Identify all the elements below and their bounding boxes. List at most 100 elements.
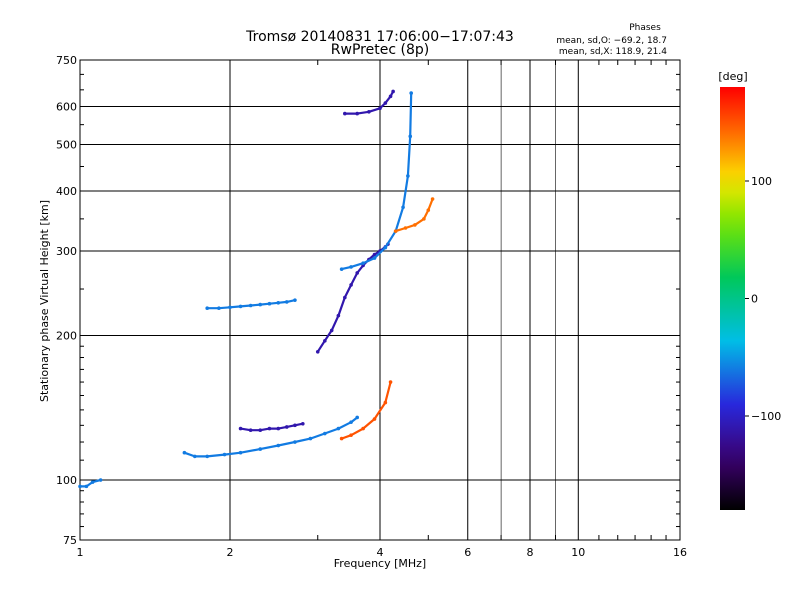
trace-point	[388, 94, 393, 99]
trace-point	[258, 428, 263, 433]
trace-point	[205, 454, 209, 459]
trace-point	[293, 298, 297, 302]
trace-point	[182, 450, 187, 455]
y-tick-label: 400	[56, 185, 77, 198]
trace-point	[361, 261, 365, 265]
trace-point	[222, 452, 227, 457]
trace-point	[422, 217, 426, 221]
trace-point	[391, 89, 395, 94]
trace-point	[408, 134, 413, 139]
trace-point	[248, 303, 253, 308]
trace-point	[238, 426, 243, 431]
trace-point	[355, 111, 359, 116]
x-tick-label: 10	[571, 546, 585, 559]
trace-point	[98, 478, 103, 482]
trace-point	[355, 415, 359, 420]
trace-point	[383, 245, 388, 250]
trace-point	[349, 420, 353, 424]
trace-point	[343, 295, 347, 300]
trace-point	[403, 226, 408, 230]
y-tick-label: 750	[56, 54, 77, 67]
trace-point	[372, 417, 377, 421]
x-tick-label: 4	[377, 546, 384, 559]
x-tick-label: 2	[227, 546, 234, 559]
stats-line-x: mean, sd,X: 118.9, 21.4	[559, 47, 667, 57]
trace-point	[409, 91, 413, 95]
trace-point	[430, 197, 435, 201]
trace-point	[193, 454, 197, 459]
trace-point	[372, 252, 377, 257]
trace-point	[238, 450, 243, 455]
plot-layer: 1 2 4 6 8 10 16 75 100 200 300 400 500 600 750 100 0 −100	[56, 54, 781, 559]
trace-point	[267, 301, 272, 306]
trace-point	[349, 283, 353, 287]
trace-point	[248, 428, 253, 433]
trace-point	[267, 426, 272, 431]
trace-point	[388, 380, 393, 384]
trace-point	[228, 305, 232, 310]
trace-point	[258, 447, 263, 451]
x-tick-label: 6	[464, 546, 471, 559]
trace-point	[339, 436, 344, 441]
trace-point	[276, 443, 281, 448]
trace-line	[80, 478, 101, 488]
trace-point	[323, 339, 327, 343]
trace-point	[383, 101, 388, 105]
trace-line	[341, 93, 413, 271]
trace-point	[361, 426, 365, 431]
trace-point	[336, 313, 341, 318]
y-tick-label: 300	[56, 245, 77, 258]
trace-point	[426, 208, 431, 212]
trace-point	[393, 229, 398, 233]
colorbar-tick-label: 100	[751, 175, 772, 188]
trace-point	[413, 223, 417, 227]
trace-point	[276, 301, 281, 305]
trace-point	[276, 426, 281, 431]
trace-point	[284, 300, 289, 304]
trace-point	[308, 436, 313, 441]
x-tick-label: 1	[77, 546, 84, 559]
trace-point	[372, 256, 377, 260]
stats-line-o: mean, sd,O: −69.2, 18.7	[556, 36, 667, 46]
trace-point	[343, 111, 347, 116]
trace-point	[378, 106, 382, 111]
y-axis-label: Stationary phase Virtual Height [km]	[38, 200, 51, 402]
trace-line	[184, 416, 358, 458]
trace-point	[401, 205, 405, 210]
trace-point	[90, 480, 95, 484]
trace-point	[217, 306, 221, 311]
colorbar-tick-label: −100	[751, 410, 781, 423]
trace-point	[301, 421, 305, 426]
text-layer: Tromsø 20140831 17:06:00−17:07:43 RwPret…	[38, 23, 748, 570]
trace-point	[284, 425, 289, 429]
chart-title: Tromsø 20140831 17:06:00−17:07:43	[245, 29, 514, 45]
colorbar	[720, 87, 745, 510]
trace-point	[349, 433, 353, 437]
trace-point	[315, 349, 320, 354]
x-axis-label: Frequency [MHz]	[334, 557, 426, 570]
trace-point	[238, 304, 243, 309]
trace-point	[323, 431, 327, 436]
trace-line	[207, 299, 296, 310]
y-tick-label: 500	[56, 139, 77, 152]
x-tick-label: 8	[527, 546, 534, 559]
trace-point	[258, 302, 263, 307]
stats-header: Phases	[629, 23, 661, 33]
y-tick-label: 100	[56, 474, 77, 487]
trace-point	[293, 423, 297, 428]
trace-point	[293, 440, 297, 444]
trace-point	[406, 174, 410, 178]
trace-point	[205, 306, 209, 311]
trace-point	[78, 484, 82, 489]
trace-point	[383, 400, 388, 405]
trace-point	[355, 271, 359, 275]
x-tick-label: 16	[673, 546, 687, 559]
y-tick-label: 600	[56, 101, 77, 114]
colorbar-tick-label: 0	[751, 293, 758, 306]
y-tick-label: 200	[56, 330, 77, 343]
colorbar-label: [deg]	[718, 70, 747, 83]
trace-line	[341, 381, 392, 440]
trace-point	[367, 109, 371, 114]
